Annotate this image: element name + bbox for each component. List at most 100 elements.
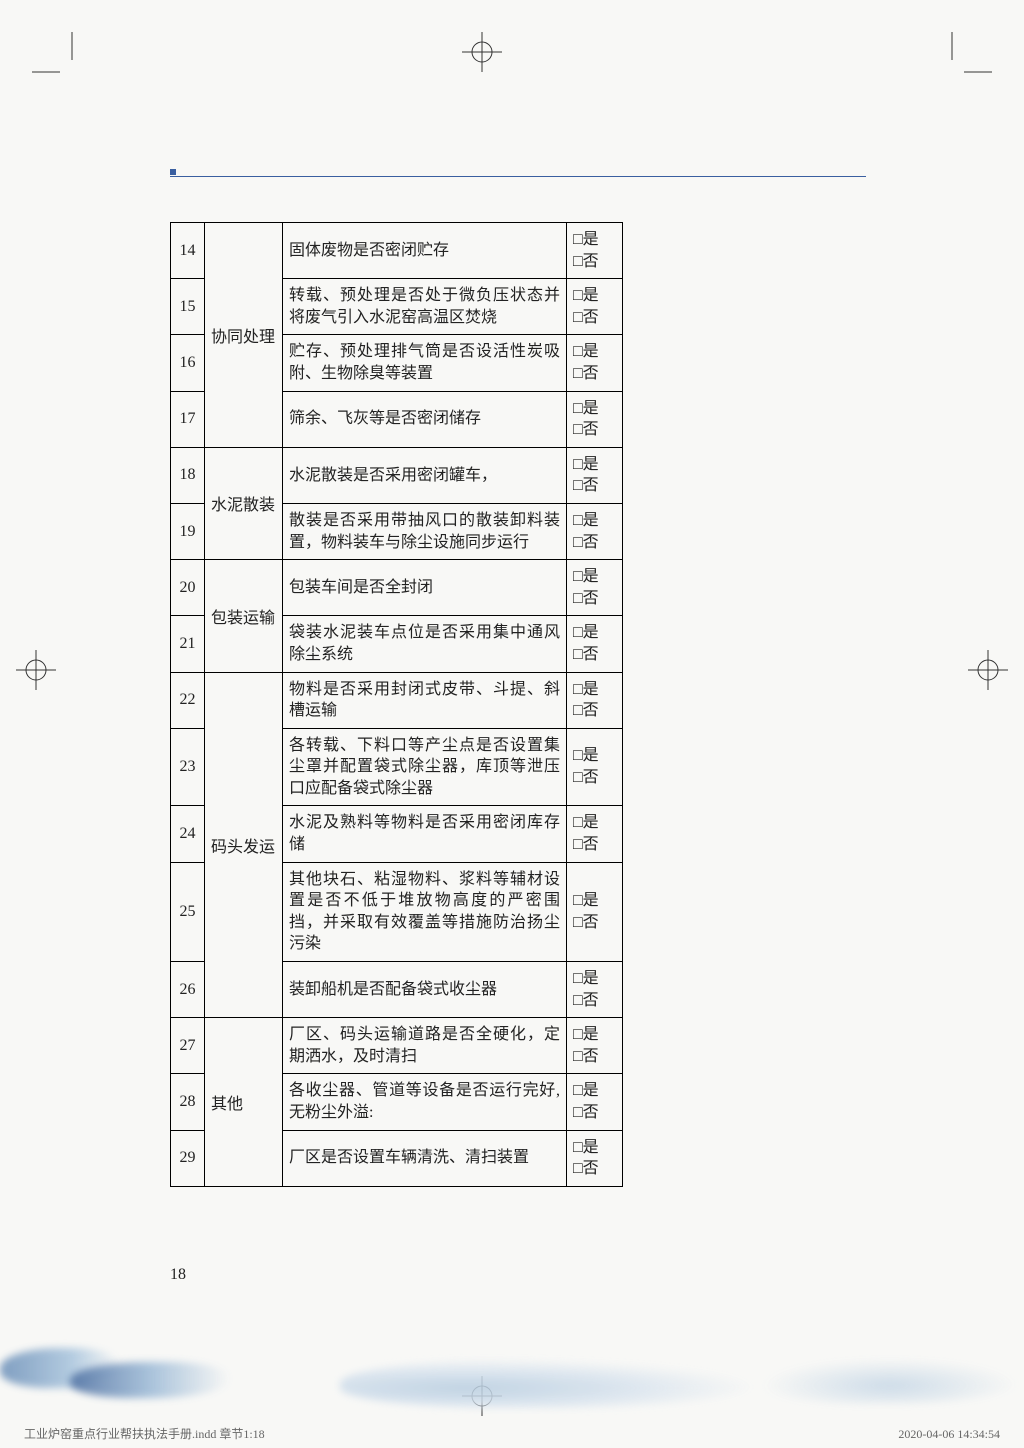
row-number: 29 [171,1130,205,1186]
choice-no: □否 [573,532,616,554]
choice-yes: □是 [573,812,616,834]
row-number: 20 [171,560,205,616]
description-cell: 装卸船机是否配备袋式收尘器 [283,962,567,1018]
choice-yes: □是 [573,1080,616,1102]
row-number: 23 [171,728,205,806]
page: 14协同处理固体废物是否密闭贮存□是□否15转载、预处理是否处于微负压状态并将废… [0,0,1024,1448]
row-number: 16 [171,335,205,391]
row-number: 25 [171,862,205,961]
description-cell: 筛余、飞灰等是否密闭储存 [283,391,567,447]
choice-yes: □是 [573,968,616,990]
yes-no-cell: □是□否 [567,1074,623,1130]
choice-no: □否 [573,767,616,789]
choice-no: □否 [573,363,616,385]
page-number: 18 [170,1266,186,1284]
description-cell: 固体废物是否密闭贮存 [283,223,567,279]
description-cell: 散装是否采用带抽风口的散装卸料装置，物料装车与除尘设施同步运行 [283,503,567,559]
choice-no: □否 [573,912,616,934]
choice-no: □否 [573,588,616,610]
yes-no-cell: □是□否 [567,223,623,279]
row-number: 28 [171,1074,205,1130]
description-cell: 水泥散装是否采用密闭罐车， [283,447,567,503]
description-cell: 其他块石、粘湿物料、浆料等辅材设置是否不低于堆放物高度的严密围挡，并采取有效覆盖… [283,862,567,961]
choice-no: □否 [573,475,616,497]
row-number: 14 [171,223,205,279]
choice-yes: □是 [573,341,616,363]
row-number: 17 [171,391,205,447]
description-cell: 包装车间是否全封闭 [283,560,567,616]
yes-no-cell: □是□否 [567,616,623,672]
row-number: 22 [171,672,205,728]
yes-no-cell: □是□否 [567,503,623,559]
decorative-smudge [70,1362,230,1398]
choice-no: □否 [573,419,616,441]
category-cell: 包装运输 [205,560,283,672]
choice-no: □否 [573,644,616,666]
choice-yes: □是 [573,622,616,644]
yes-no-cell: □是□否 [567,279,623,335]
row-number: 19 [171,503,205,559]
choice-yes: □是 [573,745,616,767]
yes-no-cell: □是□否 [567,728,623,806]
table-row: 27其他厂区、码头运输道路是否全硬化，定期洒水，及时清扫□是□否 [171,1018,623,1074]
description-cell: 各转载、下料口等产尘点是否设置集尘罩并配置袋式除尘器，库顶等泄压口应配备袋式除尘… [283,728,567,806]
description-cell: 物料是否采用封闭式皮带、斗提、斜槽运输 [283,672,567,728]
row-number: 27 [171,1018,205,1074]
description-cell: 水泥及熟料等物料是否采用密闭库存储 [283,806,567,862]
description-cell: 厂区是否设置车辆清洗、清扫装置 [283,1130,567,1186]
choice-no: □否 [573,990,616,1012]
yes-no-cell: □是□否 [567,1130,623,1186]
row-number: 26 [171,962,205,1018]
yes-no-cell: □是□否 [567,560,623,616]
decorative-smudge [760,1358,1020,1404]
choice-yes: □是 [573,679,616,701]
decorative-smudge [340,1358,760,1408]
category-cell: 码头发运 [205,672,283,1018]
yes-no-cell: □是□否 [567,447,623,503]
registration-left [6,640,66,700]
description-cell: 转载、预处理是否处于微负压状态并将废气引入水泥窑高温区焚烧 [283,279,567,335]
crop-mark-tl [32,32,92,92]
choice-yes: □是 [573,1024,616,1046]
header-rule [170,176,866,177]
yes-no-cell: □是□否 [567,806,623,862]
choice-yes: □是 [573,1137,616,1159]
description-cell: 厂区、码头运输道路是否全硬化，定期洒水，及时清扫 [283,1018,567,1074]
table-row: 20包装运输包装车间是否全封闭□是□否 [171,560,623,616]
choice-no: □否 [573,834,616,856]
choice-no: □否 [573,251,616,273]
table-row: 14协同处理固体废物是否密闭贮存□是□否 [171,223,623,279]
choice-yes: □是 [573,285,616,307]
registration-right [958,640,1018,700]
yes-no-cell: □是□否 [567,962,623,1018]
row-number: 21 [171,616,205,672]
description-cell: 袋装水泥装车点位是否采用集中通风除尘系统 [283,616,567,672]
choice-yes: □是 [573,398,616,420]
choice-no: □否 [573,307,616,329]
choice-yes: □是 [573,566,616,588]
row-number: 24 [171,806,205,862]
header-dot [170,169,176,175]
choice-yes: □是 [573,890,616,912]
category-cell: 协同处理 [205,223,283,448]
description-cell: 贮存、预处理排气筒是否设活性炭吸附、生物除臭等装置 [283,335,567,391]
registration-top [452,22,512,82]
choice-no: □否 [573,1102,616,1124]
choice-no: □否 [573,1046,616,1068]
choice-yes: □是 [573,229,616,251]
yes-no-cell: □是□否 [567,391,623,447]
yes-no-cell: □是□否 [567,862,623,961]
footer-filename: 工业炉窑重点行业帮扶执法手册.indd 章节1:18 [24,1425,265,1442]
crop-mark-tr [932,32,992,92]
table-row: 22码头发运物料是否采用封闭式皮带、斗提、斜槽运输□是□否 [171,672,623,728]
footer-timestamp: 2020-04-06 14:34:54 [898,1427,1000,1442]
category-cell: 其他 [205,1018,283,1187]
choice-yes: □是 [573,510,616,532]
choice-no: □否 [573,1158,616,1180]
row-number: 18 [171,447,205,503]
table-row: 18水泥散装水泥散装是否采用密闭罐车，□是□否 [171,447,623,503]
yes-no-cell: □是□否 [567,672,623,728]
inspection-table-body: 14协同处理固体废物是否密闭贮存□是□否15转载、预处理是否处于微负压状态并将废… [171,223,623,1187]
row-number: 15 [171,279,205,335]
inspection-table: 14协同处理固体废物是否密闭贮存□是□否15转载、预处理是否处于微负压状态并将废… [170,222,623,1187]
